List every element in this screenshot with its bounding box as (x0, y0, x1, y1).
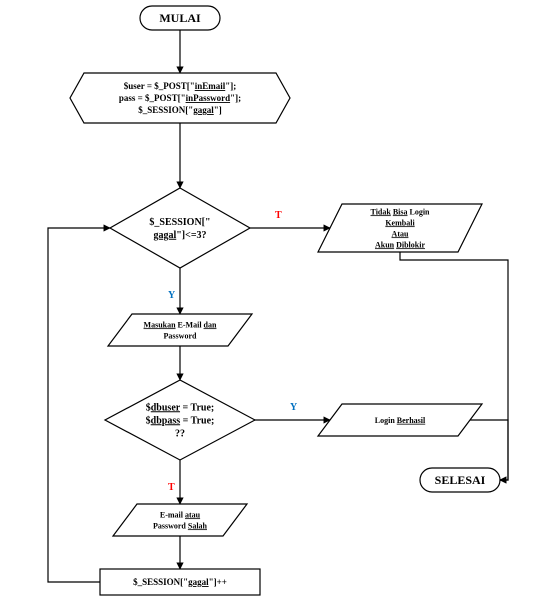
edge-label: Y (168, 290, 176, 301)
io-node (108, 314, 252, 346)
edge (400, 252, 508, 480)
node-text: Login Berhasil (375, 416, 426, 425)
node-text: gagal"]<=3? (153, 230, 206, 241)
flowchart-canvas: MULAI $user = $_POST["inEmail"];pass = $_… (0, 0, 539, 613)
node-text: $_SESSION[" (149, 217, 210, 228)
edge-label: T (168, 482, 175, 493)
node-text: $dbpass = True; (146, 415, 215, 426)
node-text: $_SESSION["gagal"] (138, 105, 222, 115)
node-text: $dbuser = True; (146, 402, 215, 413)
node-text: Masukan E-Mail dan (144, 320, 217, 329)
node-text: pass = $_POST["inPassword"]; (119, 93, 241, 103)
terminator-label: MULAI (159, 11, 201, 25)
node-text: Password (164, 331, 197, 340)
edge (48, 228, 110, 582)
decision-node (110, 188, 250, 268)
node-text: ?? (175, 428, 185, 439)
node-text: Akun Diblokir (375, 240, 425, 249)
node-text: Kembali (385, 218, 415, 227)
terminator-label: SELESAI (435, 473, 486, 487)
node-text: Password Salah (153, 521, 208, 530)
edge-label: T (275, 210, 282, 221)
node-text: $_SESSION["gagal"]++ (133, 577, 227, 587)
io-node (113, 504, 247, 536)
edge-label: Y (290, 402, 298, 413)
node-text: Tidak Bisa Login (371, 207, 431, 216)
node-text: E-mail atau (160, 510, 201, 519)
node-text: $user = $_POST["inEmail"]; (124, 81, 236, 91)
node-text: Atau (392, 229, 409, 238)
